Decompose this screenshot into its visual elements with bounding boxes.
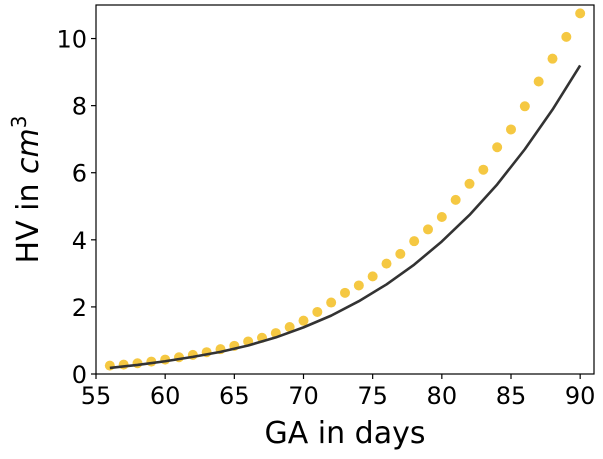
y-tick-label: 10 — [56, 26, 87, 54]
data-point — [464, 178, 475, 189]
data-point — [312, 306, 323, 317]
data-point — [519, 101, 530, 112]
data-point — [395, 248, 406, 259]
data-point — [547, 53, 558, 64]
y-axis-label-var: cm — [11, 128, 46, 174]
data-point — [478, 164, 489, 175]
y-axis-label: HV in cm3 — [7, 116, 46, 264]
data-point — [450, 194, 461, 205]
y-tick-label: 0 — [72, 361, 87, 389]
data-point — [284, 322, 295, 333]
data-point — [423, 224, 433, 235]
y-axis-label-prefix: HV in — [11, 174, 46, 264]
data-point — [340, 287, 350, 298]
y-tick-label: 2 — [72, 294, 87, 322]
x-tick-label: 90 — [565, 382, 596, 410]
data-point — [533, 76, 544, 87]
data-point — [353, 280, 364, 291]
x-tick-label: 65 — [219, 382, 250, 410]
y-axis: 0 2 4 6 8 10 — [56, 26, 96, 389]
x-tick-label: 75 — [357, 382, 388, 410]
x-tick-label: 85 — [496, 382, 527, 410]
y-axis-label-sup: 3 — [7, 116, 31, 129]
data-point — [367, 271, 378, 282]
plot-frame — [95, 4, 595, 375]
x-axis: 55 60 65 70 75 80 85 90 — [81, 374, 596, 410]
data-point — [575, 8, 586, 19]
data-point — [436, 212, 447, 223]
chart-marks — [104, 8, 586, 371]
data-point — [561, 31, 572, 42]
x-tick-label: 55 — [81, 382, 112, 410]
x-tick-label: 80 — [427, 382, 458, 410]
y-tick-label: 4 — [72, 227, 87, 255]
data-point — [381, 258, 392, 269]
data-point — [506, 124, 516, 135]
data-point — [326, 297, 337, 308]
data-point — [492, 142, 503, 153]
data-point — [298, 315, 309, 326]
x-tick-label: 60 — [150, 382, 181, 410]
y-tick-label: 8 — [72, 93, 87, 121]
x-tick-label: 70 — [288, 382, 319, 410]
y-tick-label: 6 — [72, 160, 87, 188]
x-axis-label: GA in days — [264, 416, 425, 451]
fit-line — [109, 64, 582, 370]
data-point — [409, 236, 420, 247]
data-point — [104, 360, 115, 371]
